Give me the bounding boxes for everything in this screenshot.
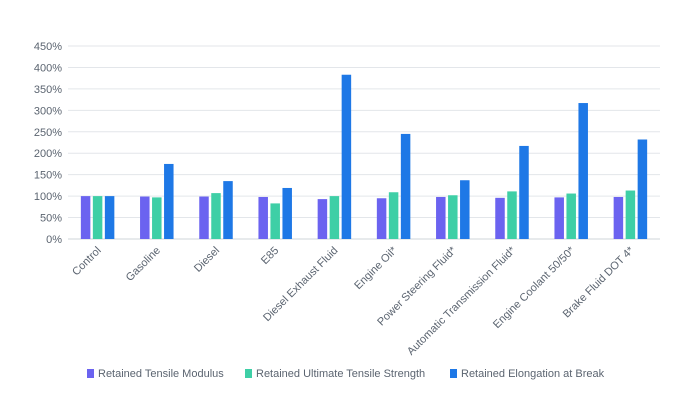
bar-2-3 bbox=[211, 193, 221, 239]
bar-2-4 bbox=[270, 203, 280, 239]
legend: Retained Tensile Modulus Retained Ultimat… bbox=[87, 368, 605, 380]
bar-3-4 bbox=[282, 187, 292, 239]
x-category-label: Gasoline bbox=[124, 245, 163, 284]
bar-1-3 bbox=[199, 196, 209, 239]
y-tick-label: 250% bbox=[34, 127, 62, 139]
bar-3-3 bbox=[223, 181, 233, 239]
bar-2-1 bbox=[92, 196, 103, 239]
bar-1-2 bbox=[140, 196, 150, 239]
bar-2-8 bbox=[507, 191, 517, 239]
bar-1-4 bbox=[258, 196, 268, 239]
y-tick-label: 50% bbox=[40, 213, 62, 225]
y-tick-label: 300% bbox=[34, 105, 62, 117]
bars bbox=[80, 74, 648, 239]
legend-label: Retained Elongation at Break bbox=[461, 368, 605, 380]
x-category-label: Engine Oil* bbox=[352, 244, 400, 292]
x-category-label: Automatic Transmission Fluid* bbox=[405, 244, 519, 358]
bar-2-5 bbox=[329, 196, 340, 239]
bar-2-9 bbox=[566, 193, 576, 239]
bar-2-2 bbox=[152, 197, 162, 239]
bar-2-6 bbox=[388, 192, 399, 239]
y-tick-label: 0% bbox=[46, 234, 62, 246]
bar-1-6 bbox=[376, 198, 387, 239]
y-axis-ticks: 0% 50% 100% 150% 200% 250% 300% 350% 400% 450% bbox=[34, 41, 62, 246]
y-tick-label: 150% bbox=[34, 170, 62, 182]
x-category-label: E85 bbox=[259, 245, 281, 267]
bar-3-8 bbox=[519, 145, 529, 239]
legend-label: Retained Ultimate Tensile Strength bbox=[256, 368, 425, 380]
bar-3-10 bbox=[637, 139, 648, 239]
bar-1-8 bbox=[495, 197, 505, 239]
bar-1-10 bbox=[613, 196, 624, 239]
bar-1-7 bbox=[436, 196, 446, 239]
bar-1-9 bbox=[554, 197, 564, 239]
y-tick-label: 350% bbox=[34, 84, 62, 96]
bar-2-7 bbox=[448, 195, 458, 239]
y-tick-label: 400% bbox=[34, 62, 62, 74]
bar-3-7 bbox=[460, 180, 470, 239]
y-tick-label: 100% bbox=[34, 191, 62, 203]
bar-1-5 bbox=[317, 199, 328, 239]
legend-swatch bbox=[245, 369, 252, 378]
legend-label: Retained Tensile Modulus bbox=[98, 368, 224, 380]
bar-3-9 bbox=[578, 103, 588, 239]
x-category-label: Diesel bbox=[192, 245, 222, 275]
x-category-label: Control bbox=[70, 245, 104, 279]
bar-1-1 bbox=[80, 196, 91, 239]
y-tick-label: 200% bbox=[34, 148, 62, 160]
bar-2-10 bbox=[625, 190, 636, 239]
y-tick-label: 450% bbox=[34, 41, 62, 53]
bar-3-2 bbox=[164, 163, 174, 239]
bar-3-1 bbox=[104, 196, 115, 239]
legend-swatch bbox=[450, 369, 457, 378]
bar-3-6 bbox=[400, 133, 411, 239]
legend-swatch bbox=[87, 369, 94, 378]
bar-3-5 bbox=[341, 74, 352, 239]
